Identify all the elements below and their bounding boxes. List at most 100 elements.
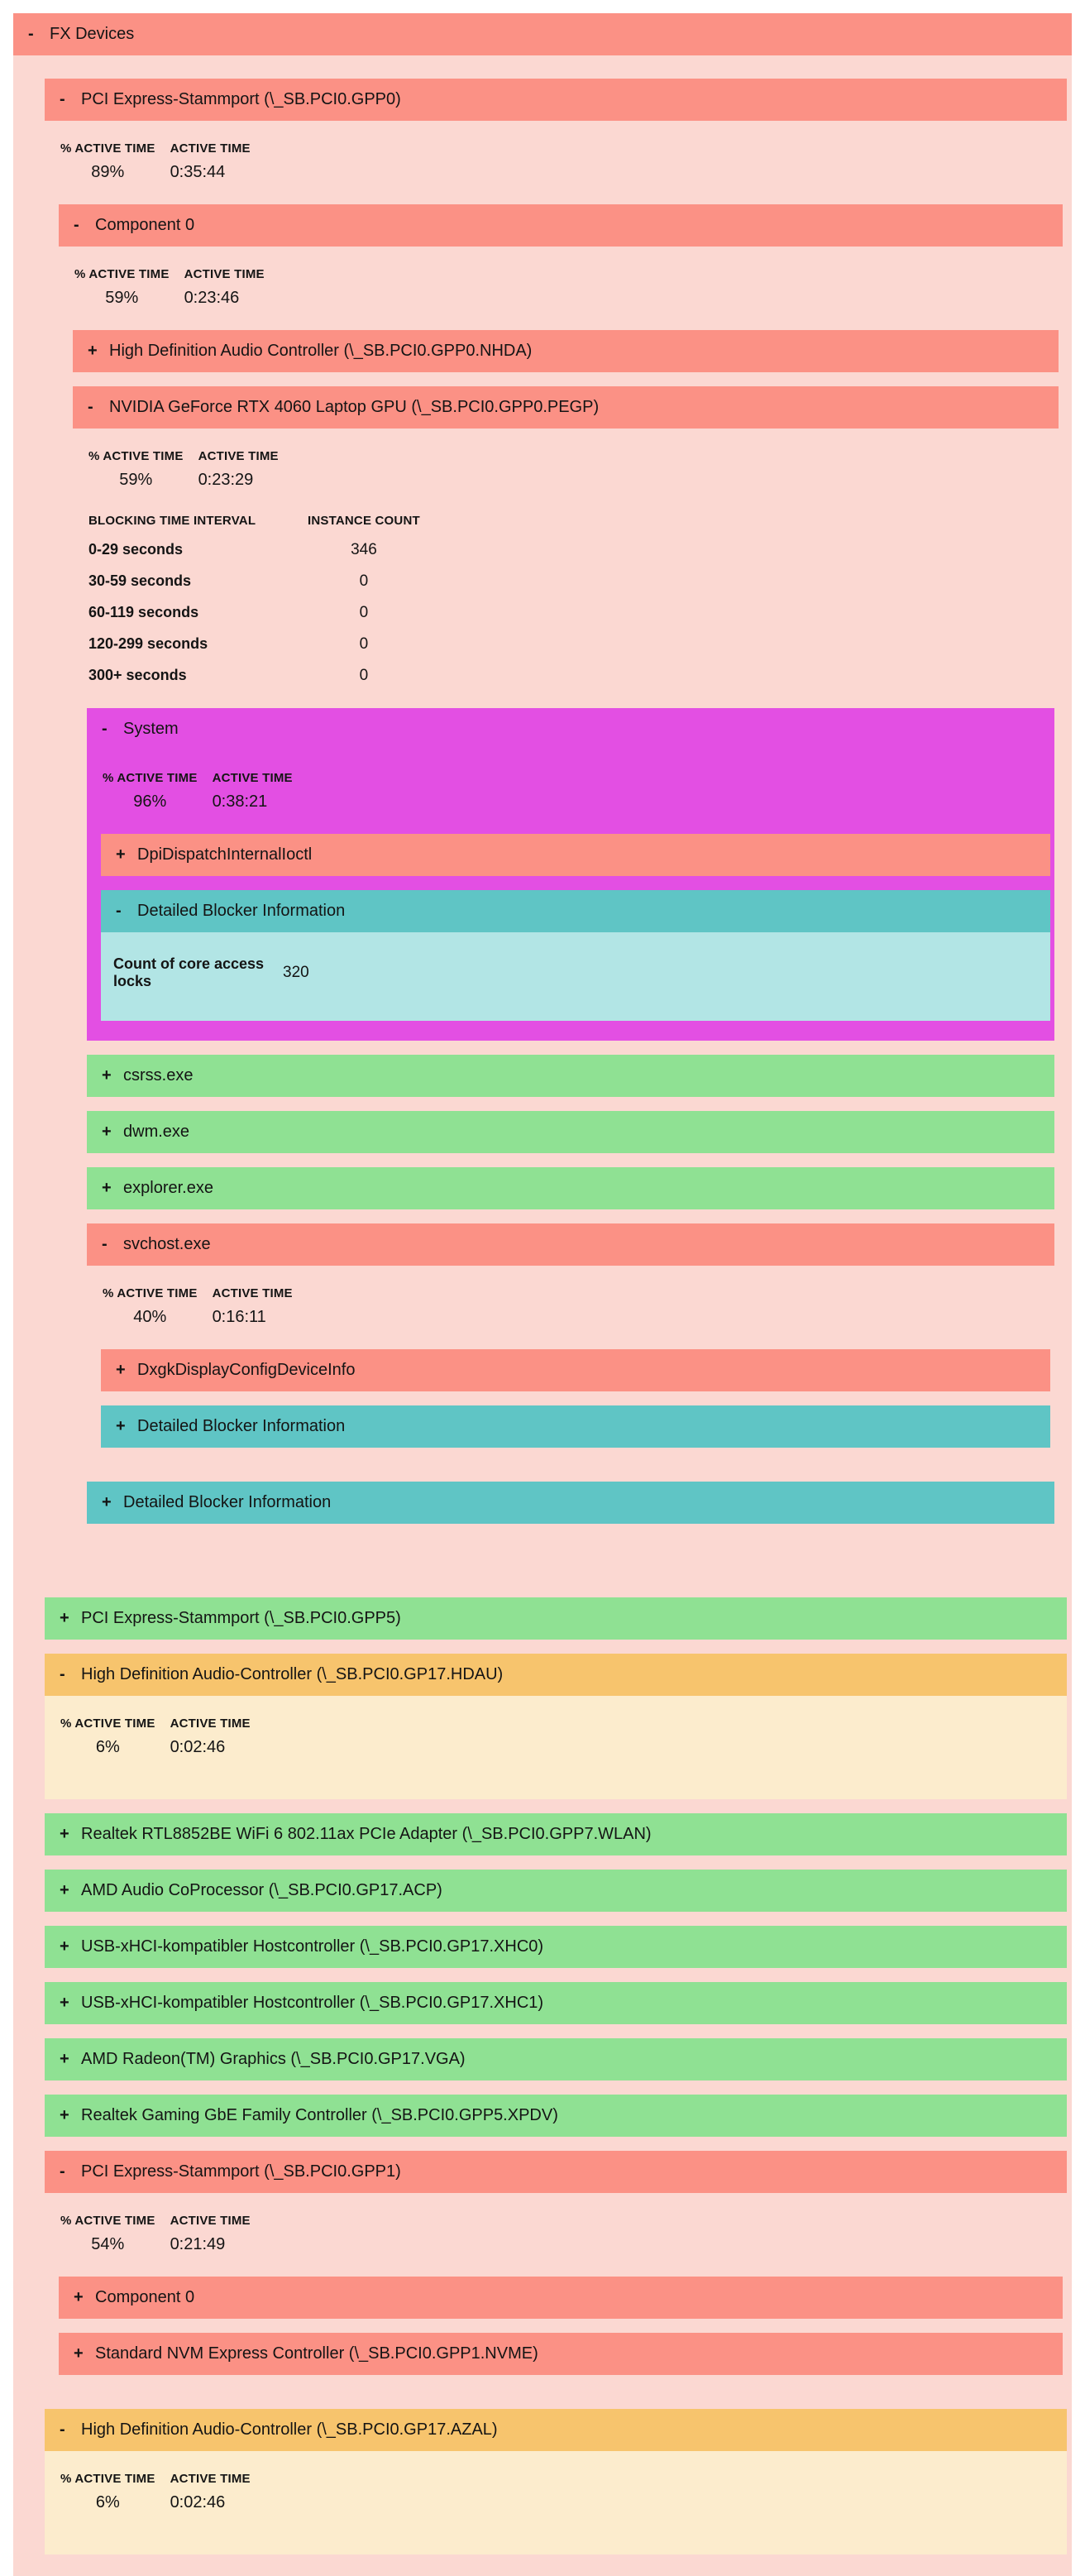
active-time-label: ACTIVE TIME	[170, 1717, 251, 1731]
vga-title: AMD Radeon(TM) Graphics (\_SB.PCI0.GP17.…	[81, 2050, 466, 2068]
nvidia-pegp-header[interactable]: - NVIDIA GeForce RTX 4060 Laptop GPU (\_…	[73, 386, 1059, 429]
active-time-value: 0:23:46	[184, 289, 240, 307]
dxgk-display-config-header[interactable]: + DxgkDisplayConfigDeviceInfo	[101, 1349, 1050, 1391]
csrss-title: csrss.exe	[123, 1066, 194, 1085]
xpdv-header[interactable]: + Realtek Gaming GbE Family Controller (…	[45, 2095, 1067, 2137]
section-xpdv: + Realtek Gaming GbE Family Controller (…	[45, 2095, 1067, 2137]
audio-hdau-title: High Definition Audio-Controller (\_SB.P…	[81, 1665, 504, 1683]
pci-gpp1-body: % ACTIVE TIME ACTIVE TIME 54% 0:21:49 + …	[45, 2193, 1067, 2395]
section-detailed-blocker-system: - Detailed Blocker Information Count of …	[101, 890, 1050, 1021]
section-pci-gpp1: - PCI Express-Stammport (\_SB.PCI0.GPP1)…	[45, 2151, 1067, 2395]
xhc0-title: USB-xHCI-kompatibler Hostcontroller (\_S…	[81, 1937, 544, 1956]
nvidia-pegp-body: % ACTIVE TIME ACTIVE TIME 59% 0:23:29 BL…	[73, 429, 1059, 1544]
system-header[interactable]: - System	[87, 708, 1054, 750]
pci-gpp1-header[interactable]: - PCI Express-Stammport (\_SB.PCI0.GPP1)	[45, 2151, 1067, 2193]
core-locks-value: 320	[283, 964, 309, 981]
collapse-icon: -	[74, 216, 79, 234]
pct-active-time-value: 59%	[105, 289, 139, 307]
active-time-table: % ACTIVE TIME ACTIVE TIME 89% 0:35:44	[59, 121, 1063, 182]
pct-active-time-value: 59%	[119, 471, 153, 489]
xpdv-title: Realtek Gaming GbE Family Controller (\_…	[81, 2106, 558, 2124]
active-time-value: 0:16:11	[212, 1308, 266, 1326]
section-explorer: + explorer.exe	[87, 1167, 1054, 1209]
blocking-row-count: 346	[351, 541, 377, 558]
collapse-icon: -	[28, 25, 34, 43]
nvme-header[interactable]: + Standard NVM Express Controller (\_SB.…	[59, 2333, 1063, 2375]
dxgk-display-config-title: DxgkDisplayConfigDeviceInfo	[137, 1361, 356, 1379]
component0-body: % ACTIVE TIME ACTIVE TIME 59% 0:23:46 + …	[59, 247, 1063, 1563]
pct-active-time-label: % ACTIVE TIME	[60, 2472, 155, 2486]
svchost-title: svchost.exe	[123, 1235, 211, 1253]
blocking-row-label: 60-119 seconds	[88, 604, 199, 620]
pct-active-time-label: % ACTIVE TIME	[103, 1286, 198, 1300]
component0-title: Component 0	[95, 216, 195, 234]
audio-azal-header[interactable]: - High Definition Audio-Controller (\_SB…	[45, 2409, 1067, 2451]
core-locks-label: Count of core access locks	[113, 955, 265, 989]
active-time-label: ACTIVE TIME	[170, 2472, 251, 2486]
detailed-blocker-title: Detailed Blocker Information	[137, 1417, 346, 1435]
svchost-header[interactable]: - svchost.exe	[87, 1223, 1054, 1266]
section-detailed-blocker-pegp: + Detailed Blocker Information	[87, 1482, 1054, 1524]
active-time-value: 0:02:46	[170, 2493, 226, 2511]
audio-hdau-header[interactable]: - High Definition Audio-Controller (\_SB…	[45, 1654, 1067, 1696]
wlan-header[interactable]: + Realtek RTL8852BE WiFi 6 802.11ax PCIe…	[45, 1813, 1067, 1855]
pct-active-time-value: 40%	[133, 1308, 167, 1326]
xhc0-header[interactable]: + USB-xHCI-kompatibler Hostcontroller (\…	[45, 1926, 1067, 1968]
gpp1-component0-header[interactable]: + Component 0	[59, 2277, 1063, 2319]
detailed-blocker-header[interactable]: + Detailed Blocker Information	[87, 1482, 1054, 1524]
section-nvme: + Standard NVM Express Controller (\_SB.…	[59, 2333, 1063, 2375]
section-detailed-blocker-svchost: + Detailed Blocker Information	[101, 1405, 1050, 1448]
blocking-row-count: 0	[359, 604, 369, 621]
fx-devices-title: FX Devices	[50, 25, 135, 43]
system-body: % ACTIVE TIME ACTIVE TIME 96% 0:38:21	[87, 750, 1054, 1041]
dpi-dispatch-title: DpiDispatchInternalIoctl	[137, 845, 313, 864]
active-time-value: 0:23:29	[198, 471, 254, 489]
pci-gpp0-header[interactable]: - PCI Express-Stammport (\_SB.PCI0.GPP0)	[45, 79, 1067, 121]
expand-icon: +	[60, 2050, 69, 2068]
dwm-header[interactable]: + dwm.exe	[87, 1111, 1054, 1153]
section-acp: + AMD Audio CoProcessor (\_SB.PCI0.GP17.…	[45, 1870, 1067, 1912]
vga-header[interactable]: + AMD Radeon(TM) Graphics (\_SB.PCI0.GP1…	[45, 2038, 1067, 2080]
active-time-value: 0:38:21	[212, 792, 268, 811]
section-xhc0: + USB-xHCI-kompatibler Hostcontroller (\…	[45, 1926, 1067, 1968]
acp-header[interactable]: + AMD Audio CoProcessor (\_SB.PCI0.GP17.…	[45, 1870, 1067, 1912]
collapse-icon: -	[60, 1665, 65, 1683]
xhc1-title: USB-xHCI-kompatibler Hostcontroller (\_S…	[81, 1994, 544, 2012]
pci-gpp5-header[interactable]: + PCI Express-Stammport (\_SB.PCI0.GPP5)	[45, 1597, 1067, 1640]
expand-icon: +	[102, 1179, 112, 1197]
detailed-blocker-title: Detailed Blocker Information	[123, 1493, 332, 1511]
expand-icon: +	[116, 1417, 126, 1435]
explorer-header[interactable]: + explorer.exe	[87, 1167, 1054, 1209]
blocking-row-label: 0-29 seconds	[88, 541, 184, 558]
xhc1-header[interactable]: + USB-xHCI-kompatibler Hostcontroller (\…	[45, 1982, 1067, 2024]
system-title: System	[123, 720, 179, 738]
detailed-blocker-title: Detailed Blocker Information	[137, 902, 346, 920]
section-component0: - Component 0 % ACTIVE TIME ACTIVE TIME …	[59, 204, 1063, 1563]
section-dwm: + dwm.exe	[87, 1111, 1054, 1153]
gpp1-component0-title: Component 0	[95, 2288, 195, 2306]
section-nvidia-pegp: - NVIDIA GeForce RTX 4060 Laptop GPU (\_…	[73, 386, 1059, 1544]
active-time-table: % ACTIVE TIME ACTIVE TIME 6% 0:02:46	[59, 2451, 1063, 2512]
fx-devices-header[interactable]: - FX Devices	[13, 13, 1072, 55]
detailed-blocker-header[interactable]: - Detailed Blocker Information	[101, 890, 1050, 932]
expand-icon: +	[116, 845, 126, 864]
pct-active-time-value: 96%	[133, 792, 167, 811]
audio-nhda-header[interactable]: + High Definition Audio Controller (\_SB…	[73, 330, 1059, 372]
expand-icon: +	[102, 1123, 112, 1141]
pct-active-time-label: % ACTIVE TIME	[60, 2214, 155, 2228]
blocking-time-table: BLOCKING TIME INTERVAL INSTANCE COUNT 0-…	[87, 512, 1054, 685]
expand-icon: +	[60, 1937, 69, 1956]
pci-gpp5-title: PCI Express-Stammport (\_SB.PCI0.GPP5)	[81, 1609, 401, 1627]
collapse-icon: -	[88, 398, 93, 416]
pct-active-time-value: 89%	[91, 163, 125, 181]
pct-active-time-label: % ACTIVE TIME	[74, 267, 170, 281]
instance-count-label: INSTANCE COUNT	[308, 514, 420, 528]
csrss-header[interactable]: + csrss.exe	[87, 1055, 1054, 1097]
expand-icon: +	[60, 2106, 69, 2124]
active-time-label: ACTIVE TIME	[198, 449, 279, 463]
dpi-dispatch-header[interactable]: + DpiDispatchInternalIoctl	[101, 834, 1050, 876]
detailed-blocker-header[interactable]: + Detailed Blocker Information	[101, 1405, 1050, 1448]
component0-header[interactable]: - Component 0	[59, 204, 1063, 247]
pct-active-time-label: % ACTIVE TIME	[60, 1717, 155, 1731]
